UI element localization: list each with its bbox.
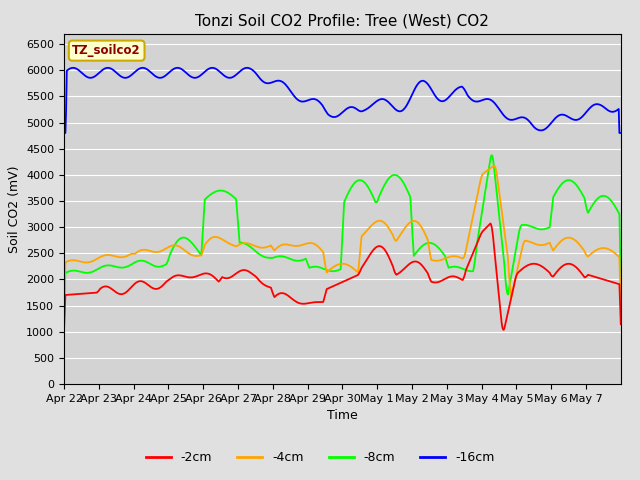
X-axis label: Time: Time xyxy=(327,409,358,422)
Title: Tonzi Soil CO2 Profile: Tree (West) CO2: Tonzi Soil CO2 Profile: Tree (West) CO2 xyxy=(195,13,490,28)
Text: TZ_soilco2: TZ_soilco2 xyxy=(72,44,141,57)
Y-axis label: Soil CO2 (mV): Soil CO2 (mV) xyxy=(8,165,20,252)
Legend: -2cm, -4cm, -8cm, -16cm: -2cm, -4cm, -8cm, -16cm xyxy=(141,446,499,469)
